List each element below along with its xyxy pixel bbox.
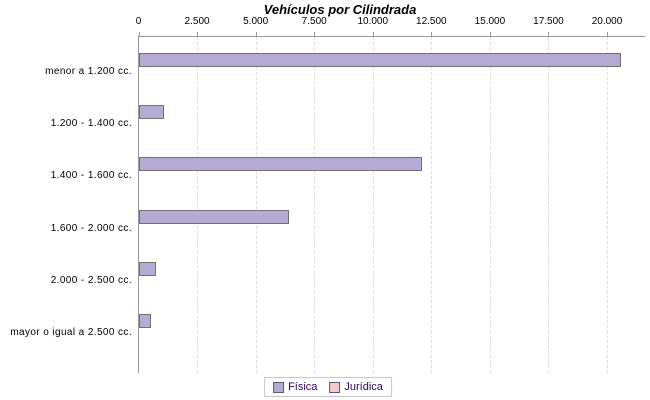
bar-row: 1.600 - 2.000 cc. xyxy=(0,195,650,247)
x-axis-tick xyxy=(138,32,140,36)
gridline xyxy=(255,37,257,373)
x-axis-tick xyxy=(372,32,374,36)
x-axis-line xyxy=(138,36,645,37)
bar-row: mayor o igual a 2.500 cc. xyxy=(0,299,650,351)
x-tick-label: 2.500 xyxy=(184,16,210,27)
x-axis-tick xyxy=(431,32,433,36)
juridica-swatch-icon xyxy=(329,381,341,393)
x-tick-label: 17.500 xyxy=(533,16,564,27)
bar-row: menor a 1.200 cc. xyxy=(0,38,650,90)
bar-física xyxy=(139,105,165,120)
category-label: 1.200 - 1.400 cc. xyxy=(50,118,132,130)
legend-label-juridica: Jurídica xyxy=(344,381,383,393)
bar-row: 2.000 - 2.500 cc. xyxy=(0,247,650,299)
legend-label-fisica: Física xyxy=(288,381,318,393)
x-axis-tick xyxy=(489,32,491,36)
x-axis-tick xyxy=(314,32,316,36)
gridline xyxy=(489,37,491,373)
bar-física xyxy=(139,53,622,67)
x-tick-label: 10.000 xyxy=(357,16,389,27)
gridline xyxy=(607,37,608,373)
x-axis-tick xyxy=(548,32,550,36)
legend-item-juridica: Jurídica xyxy=(329,381,383,393)
gridline xyxy=(372,37,374,373)
x-axis-tick xyxy=(197,32,199,36)
gridline xyxy=(314,37,316,373)
bar-física xyxy=(139,209,289,224)
x-axis-tick xyxy=(607,32,608,36)
x-tick-label: 15.000 xyxy=(474,16,506,27)
fisica-swatch-icon xyxy=(273,381,285,393)
gridline xyxy=(548,37,550,373)
y-axis-line xyxy=(138,36,139,373)
bar-física xyxy=(139,261,156,276)
bar-física xyxy=(139,157,423,172)
legend: Física Jurídica xyxy=(264,377,392,397)
x-tick-label: 7.500 xyxy=(301,16,327,27)
x-tick-label: 12.500 xyxy=(416,16,447,27)
category-label: mayor o igual a 2.500 cc. xyxy=(10,327,132,338)
x-tick-label: 5.000 xyxy=(243,16,269,27)
category-label: 2.000 - 2.500 cc. xyxy=(50,274,132,286)
bar-row: 1.200 - 1.400 cc. xyxy=(0,90,650,142)
x-tick-label: 20.000 xyxy=(591,16,623,27)
gridline xyxy=(431,37,433,373)
category-label: 1.400 - 1.600 cc. xyxy=(50,170,132,182)
bar-row: 1.400 - 1.600 cc. xyxy=(0,142,650,194)
bar-física xyxy=(139,314,151,328)
gridline xyxy=(197,37,199,373)
chart-title: Vehículos por Cilindrada xyxy=(263,2,417,17)
x-tick-label: 0 xyxy=(135,16,142,27)
x-axis-tick xyxy=(255,32,257,36)
category-label: 1.600 - 2.000 cc. xyxy=(50,222,132,234)
legend-item-fisica: Física xyxy=(273,381,317,393)
category-label: menor a 1.200 cc. xyxy=(45,66,132,77)
